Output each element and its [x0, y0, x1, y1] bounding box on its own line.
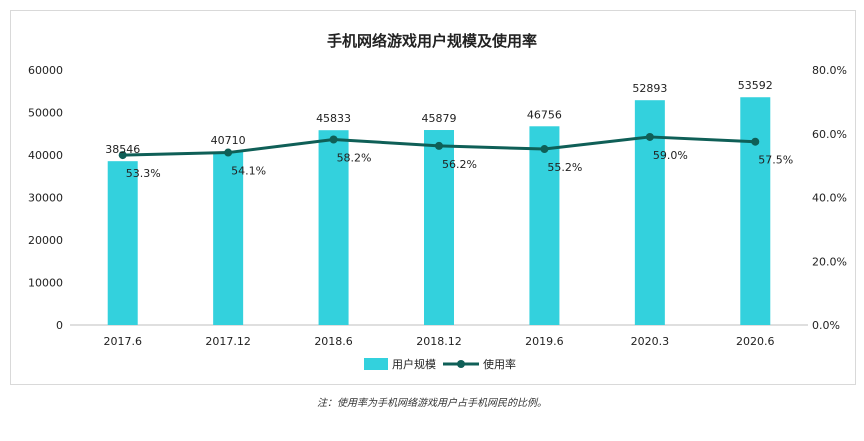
line-value-label: 54.1%	[231, 165, 266, 178]
line-point	[751, 137, 760, 146]
data-labels-layer: 38546 40710 45833 45879 46756 52893 53592 53.3%…	[105, 79, 793, 180]
legend-layer: 用户规模 使用率	[364, 357, 516, 371]
legend-label-line: 使用率	[483, 357, 516, 371]
x-tick-label: 2020.6	[736, 335, 775, 348]
line-value-label: 53.3%	[126, 167, 161, 180]
y-left-tick-label: 60000	[28, 64, 63, 77]
footnote: 注：使用率为手机网络游戏用户占手机网民的比例。	[317, 398, 547, 409]
axes-layer: 0 10000 20000 30000 40000 50000 60000 0.0% 20.0%…	[28, 64, 847, 348]
line-point	[435, 141, 443, 150]
line-value-label: 55.2%	[547, 161, 582, 174]
legend-label-bar: 用户规模	[392, 357, 436, 371]
bar-value-label: 38546	[105, 143, 140, 156]
line-point	[224, 148, 233, 157]
y-left-tick-label: 0	[56, 319, 63, 332]
y-right-tick-label: 60.0%	[812, 128, 847, 141]
legend-swatch-marker	[457, 360, 465, 368]
bar	[213, 151, 244, 325]
line-point	[329, 135, 338, 144]
bar	[740, 97, 771, 325]
line-value-label: 56.2%	[442, 158, 477, 171]
x-tick-label: 2018.6	[314, 335, 353, 348]
line-point	[645, 132, 654, 141]
y-left-tick-label: 10000	[28, 277, 63, 290]
bar-value-label: 53592	[738, 79, 773, 92]
x-tick-label: 2017.12	[205, 335, 251, 348]
line-value-label: 57.5%	[758, 154, 793, 167]
line-value-label: 58.2%	[337, 151, 372, 164]
y-left-tick-label: 50000	[28, 107, 63, 120]
y-left-tick-label: 20000	[28, 234, 63, 247]
bar	[107, 161, 138, 325]
legend-swatch-bar	[364, 358, 388, 370]
x-tick-label: 2019.6	[525, 335, 564, 348]
bar-value-label: 52893	[632, 82, 667, 95]
y-left-tick-label: 30000	[28, 192, 63, 205]
bar-value-label: 46756	[527, 108, 562, 121]
x-tick-label: 2020.3	[631, 335, 670, 348]
bar-value-label: 45879	[422, 112, 457, 125]
bar	[318, 130, 349, 325]
bar	[424, 130, 454, 325]
bars-layer	[107, 97, 771, 326]
y-left-tick-label: 40000	[28, 149, 63, 162]
bar-value-label: 45833	[316, 112, 351, 125]
x-tick-label: 2018.12	[416, 335, 462, 348]
line-point	[540, 145, 549, 154]
y-right-tick-label: 0.0%	[812, 319, 840, 332]
line-value-label: 59.0%	[653, 149, 688, 162]
y-right-tick-label: 20.0%	[812, 255, 847, 268]
bar-value-label: 40710	[211, 134, 246, 147]
chart-title: 手机网络游戏用户规模及使用率	[326, 32, 537, 50]
y-right-tick-label: 80.0%	[812, 64, 847, 77]
bar	[529, 126, 560, 325]
line-layer	[118, 132, 760, 160]
x-tick-label: 2017.6	[103, 335, 142, 348]
line-point	[118, 151, 127, 160]
y-right-tick-label: 40.0%	[812, 192, 847, 205]
